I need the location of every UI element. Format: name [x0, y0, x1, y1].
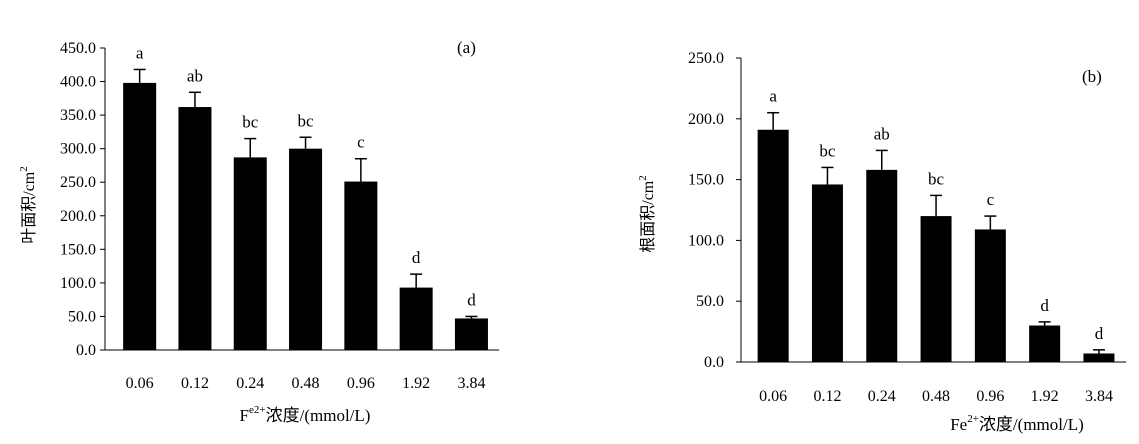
significance-label-a: bc — [298, 111, 315, 130]
significance-label-b: d — [1095, 324, 1104, 343]
y-tick-label-a: 400.0 — [60, 74, 96, 91]
bar-b — [811, 184, 843, 362]
panel-label-b: (b) — [1082, 67, 1102, 86]
x-tick-label-a: 0.12 — [181, 375, 209, 392]
y-axis-label-b-sup: 2 — [637, 175, 649, 181]
bar-b — [1083, 353, 1115, 362]
bar-b — [974, 229, 1006, 362]
significance-label-b: a — [769, 87, 777, 106]
y-tick-label-a: 300.0 — [60, 141, 96, 158]
significance-label-b: ab — [874, 124, 890, 143]
bar-b — [866, 169, 898, 362]
significance-label-a: bc — [242, 113, 259, 132]
bar-a — [454, 318, 488, 350]
y-tick-label-b: 50.0 — [696, 293, 724, 310]
x-tick-label-b: 0.24 — [868, 388, 896, 405]
significance-label-a: d — [467, 290, 476, 309]
y-tick-label-a: 250.0 — [60, 174, 96, 191]
y-axis-label-a-main: 叶面积/cm — [20, 171, 38, 244]
x-tick-label-a: 0.06 — [126, 375, 154, 392]
significance-label-b: d — [1040, 296, 1049, 315]
y-tick-label-a: 50.0 — [68, 308, 96, 325]
x-tick-label-b: 0.48 — [922, 388, 950, 405]
significance-label-a: ab — [187, 66, 203, 85]
x-axis-label-a-sup: e2+ — [249, 404, 266, 416]
bar-a — [233, 157, 267, 350]
y-tick-label-b: 250.0 — [688, 50, 724, 67]
x-tick-label-a: 0.24 — [236, 375, 264, 392]
significance-label-a: c — [357, 133, 365, 152]
plot-area-b: 0.0 50.0 100.0 150.0 200.0 250.0 a 0.06 bc 0.12 ab… — [688, 50, 1127, 405]
panel-label-a: (a) — [457, 38, 476, 57]
x-axis-label-b-rest: 浓度/(mmol/L) — [979, 415, 1084, 434]
x-tick-label-a: 0.96 — [347, 375, 375, 392]
bar-b — [757, 129, 789, 362]
bar-a — [399, 287, 433, 350]
x-tick-label-b: 1.92 — [1031, 388, 1059, 405]
y-tick-label-a: 200.0 — [60, 208, 96, 225]
significance-label-b: bc — [928, 169, 945, 188]
y-axis-label-b-main: 根面积/cm — [639, 180, 657, 253]
y-tick-label-b: 100.0 — [688, 232, 724, 249]
bar-b — [920, 216, 952, 362]
bar-a — [289, 148, 323, 350]
bar-a — [344, 181, 378, 350]
plot-area-a: 0.0 50.0 100.0 150.0 200.0 250.0 300.0 350.0 400… — [60, 40, 500, 392]
y-tick-label-b: 150.0 — [688, 172, 724, 189]
y-axis-label-b: 根面积/cm2 — [637, 175, 657, 253]
y-tick-label-a: 450.0 — [60, 40, 96, 57]
x-tick-label-a: 0.48 — [292, 375, 320, 392]
x-tick-label-b: 3.84 — [1085, 388, 1113, 405]
y-tick-label-a: 100.0 — [60, 275, 96, 292]
y-tick-label-a: 0.0 — [76, 342, 96, 359]
chart-panel-a: (a) 叶面积/cm2 Fe2+浓度/(mmol/L) 0.0 50.0 100.0… — [18, 38, 500, 425]
y-tick-label-a: 350.0 — [60, 107, 96, 124]
significance-label-a: d — [412, 248, 421, 267]
y-tick-label-b: 0.0 — [704, 354, 724, 371]
bar-b — [1029, 325, 1061, 362]
x-tick-label-b: 0.06 — [759, 388, 787, 405]
x-tick-label-a: 3.84 — [457, 375, 485, 392]
y-tick-label-a: 150.0 — [60, 241, 96, 258]
y-axis-label-a: 叶面积/cm2 — [18, 166, 38, 244]
x-axis-label-a-main: F — [240, 406, 249, 425]
x-tick-label-b: 0.96 — [976, 388, 1004, 405]
y-axis-label-a-sup: 2 — [18, 166, 30, 172]
x-tick-label-a: 1.92 — [402, 375, 430, 392]
x-axis-label-a: Fe2+浓度/(mmol/L) — [240, 404, 371, 425]
x-axis-label-b: Fe2+浓度/(mmol/L) — [950, 413, 1084, 434]
significance-label-b: bc — [819, 141, 836, 160]
y-tick-label-b: 200.0 — [688, 111, 724, 128]
bar-a — [178, 107, 212, 351]
significance-label-a: a — [136, 43, 144, 62]
chart-panel-b: (b) 根面积/cm2 Fe2+浓度/(mmol/L) 0.0 50.0 100.0… — [637, 50, 1127, 434]
significance-label-b: c — [987, 190, 995, 209]
bar-a — [123, 82, 157, 351]
x-axis-label-a-rest: 浓度/(mmol/L) — [266, 406, 371, 425]
x-tick-label-b: 0.12 — [813, 388, 841, 405]
x-axis-label-b-sup: 2+ — [967, 413, 979, 425]
x-axis-label-b-main: Fe — [950, 415, 967, 434]
